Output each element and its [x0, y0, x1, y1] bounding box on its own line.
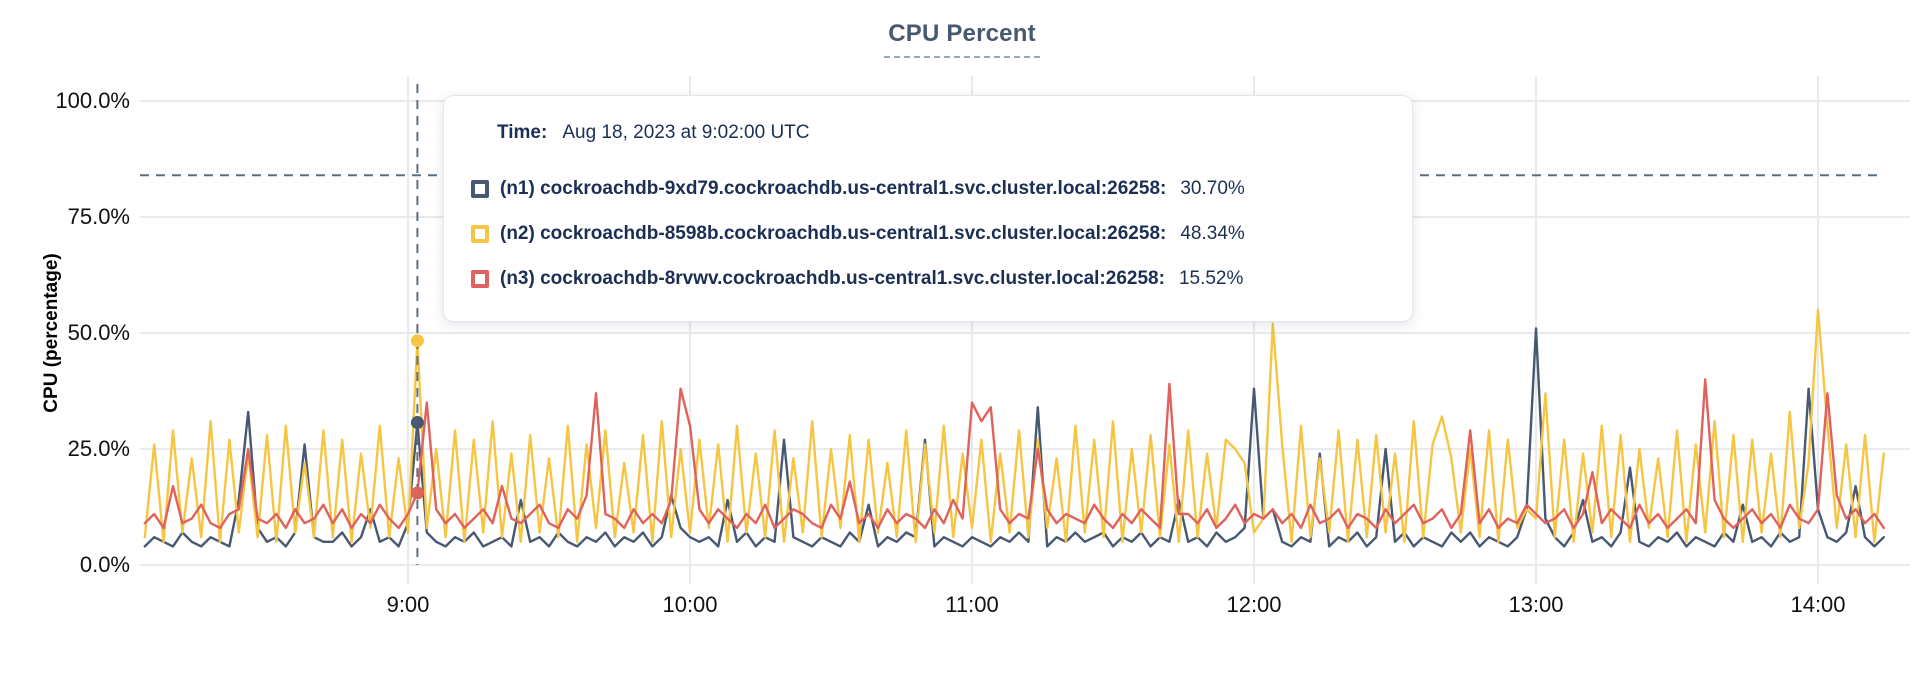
x-tick-label: 14:00	[1790, 592, 1845, 617]
y-axis-title: CPU (percentage)	[41, 253, 62, 412]
y-tick-label: 50.0%	[68, 320, 130, 345]
tooltip-series-row-n1: (n1) cockroachdb-9xd79.cockroachdb.us-ce…	[471, 176, 1412, 202]
y-tick-label: 100.0%	[55, 88, 130, 113]
series-value-n3: 15.52%	[1178, 268, 1244, 289]
series-label-n1: (n1) cockroachdb-9xd79.cockroachdb.us-ce…	[500, 178, 1167, 199]
series-swatch-n2-icon	[471, 225, 489, 243]
tooltip-series-row-n2: (n2) cockroachdb-8598b.cockroachdb.us-ce…	[471, 221, 1412, 247]
tooltip-series-row-n3: (n3) cockroachdb-8rvwv.cockroachdb.us-ce…	[471, 266, 1412, 292]
hover-dot-n3	[410, 486, 424, 500]
x-tick-label: 9:00	[387, 592, 430, 617]
y-tick-label: 75.0%	[68, 204, 130, 229]
series-label-n2: (n2) cockroachdb-8598b.cockroachdb.us-ce…	[500, 223, 1167, 244]
series-line-n3	[143, 378, 1886, 530]
series-value-n2: 48.34%	[1180, 223, 1245, 244]
x-tick-label: 11:00	[945, 592, 998, 617]
x-tick-label: 10:00	[662, 592, 717, 617]
tooltip-time-label: Time:	[497, 122, 548, 143]
y-tick-label: 25.0%	[68, 436, 130, 461]
series-line-n1	[143, 327, 1886, 548]
series-label-n3: (n3) cockroachdb-8rvwv.cockroachdb.us-ce…	[500, 268, 1165, 289]
x-tick-label: 13:00	[1508, 592, 1563, 617]
hover-dot-n1	[410, 416, 424, 430]
series-swatch-n1-icon	[471, 180, 489, 198]
chart-title-wrap: CPU Percent	[0, 20, 1924, 58]
hover-tooltip: Time: Aug 18, 2023 at 9:02:00 UTC (n1) co…	[443, 95, 1413, 322]
tooltip-time-value: Aug 18, 2023 at 9:02:00 UTC	[562, 122, 810, 143]
hover-dot-n2	[410, 334, 424, 348]
x-tick-label: 12:00	[1226, 592, 1281, 617]
y-tick-label: 0.0%	[80, 552, 130, 577]
series-swatch-n3-icon	[471, 270, 489, 288]
series-value-n1: 30.70%	[1180, 178, 1245, 199]
series-line-n2	[143, 308, 1886, 543]
tooltip-time-row: Time: Aug 18, 2023 at 9:02:00 UTC	[497, 120, 1412, 146]
page-title: CPU Percent	[884, 20, 1040, 58]
